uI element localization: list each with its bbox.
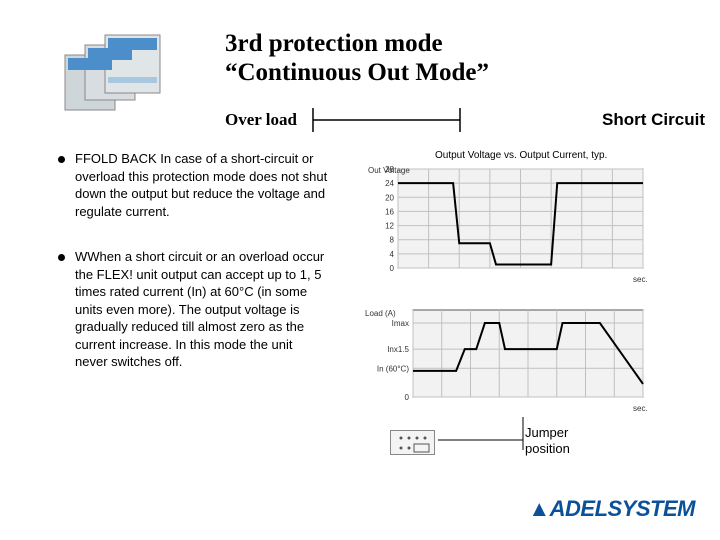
voltage-chart: 0481216202428Out Voltagesec. xyxy=(363,164,653,286)
svg-text:Out Voltage: Out Voltage xyxy=(368,166,410,175)
bullet-icon xyxy=(58,254,65,261)
list-item: WWhen a short circuit or an overload occ… xyxy=(58,248,328,371)
logo-text: ADELSYSTEM xyxy=(550,496,695,521)
bullet-list: FFOLD BACK In case of a short-circuit or… xyxy=(58,150,328,399)
jumper-label-line1: Jumper xyxy=(525,425,568,440)
jumper-box-icon xyxy=(390,430,435,455)
svg-text:In (60°C): In (60°C) xyxy=(377,364,409,373)
bullet-icon xyxy=(58,156,65,163)
svg-text:0: 0 xyxy=(405,393,410,402)
chart-title: Output Voltage vs. Output Current, typ. xyxy=(435,150,607,161)
svg-text:sec.: sec. xyxy=(633,275,648,284)
subtitle-overload: Over load xyxy=(225,110,297,130)
title-line2: “Continuous Out Mode” xyxy=(225,59,489,86)
subtitle-short-circuit: Short Circuit xyxy=(602,110,705,130)
svg-text:0: 0 xyxy=(390,264,395,273)
brand-logo: ▲ADELSYSTEM xyxy=(528,496,695,522)
jumper-label: Jumper position xyxy=(525,425,570,456)
list-item: FFOLD BACK In case of a short-circuit or… xyxy=(58,150,328,220)
subtitle-row: Over load Short Circuit xyxy=(225,108,705,132)
title-line1: 3rd protection mode xyxy=(225,30,443,57)
svg-text:Inx1.5: Inx1.5 xyxy=(387,345,409,354)
jumper-label-line2: position xyxy=(525,441,570,456)
load-chart: 0 In (60°C) Inx1.5 ImaxLoad (A) sec. xyxy=(363,305,653,415)
jumper-connector-line xyxy=(438,405,528,450)
svg-text:20: 20 xyxy=(385,193,394,202)
svg-text:12: 12 xyxy=(385,222,394,231)
svg-text:Imax: Imax xyxy=(392,319,409,328)
svg-text:16: 16 xyxy=(385,207,394,216)
chart-area: Output Voltage vs. Output Current, typ. … xyxy=(355,150,655,415)
bracket-left-icon xyxy=(305,108,465,132)
bullet-text: WWhen a short circuit or an overload occ… xyxy=(75,248,328,371)
svg-text:Load (A): Load (A) xyxy=(365,309,396,318)
svg-text:4: 4 xyxy=(390,250,395,259)
page-title: 3rd protection mode “Continuous Out Mode… xyxy=(225,30,489,88)
logo-triangle-icon: ▲ xyxy=(528,496,549,521)
svg-text:24: 24 xyxy=(385,179,394,188)
product-photo xyxy=(60,25,200,125)
svg-text:8: 8 xyxy=(390,236,395,245)
bullet-text: FFOLD BACK In case of a short-circuit or… xyxy=(75,150,328,220)
svg-text:sec.: sec. xyxy=(633,404,648,413)
